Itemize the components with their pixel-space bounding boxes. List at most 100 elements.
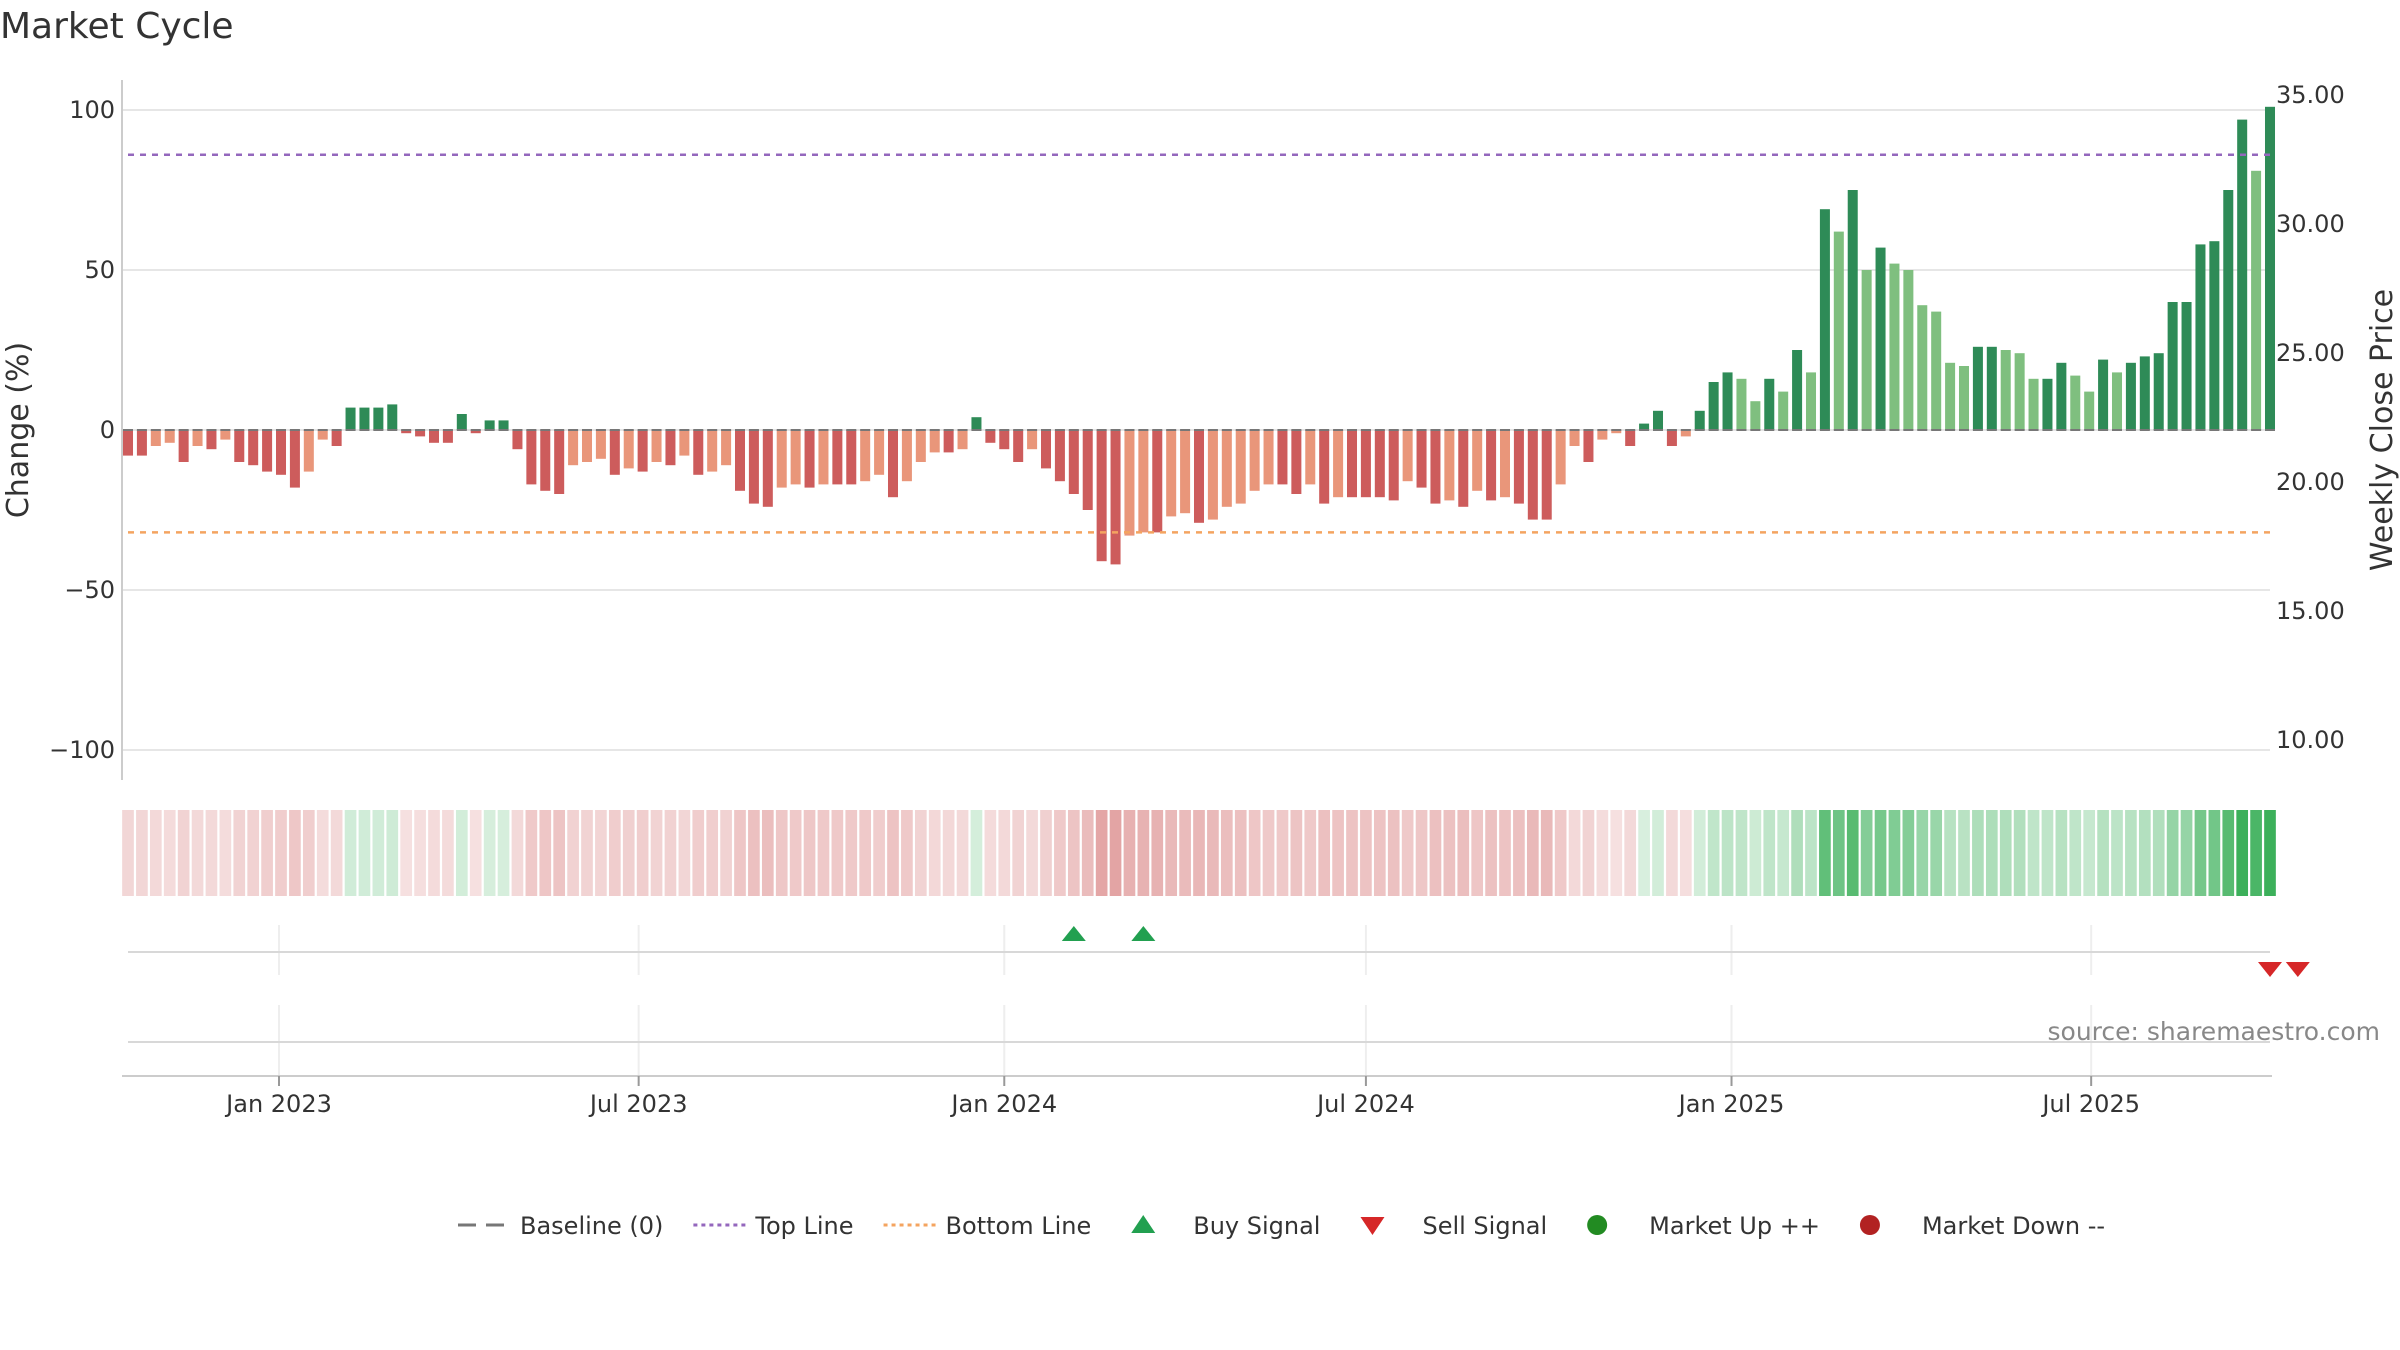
sell-signal-marker [2258, 962, 2282, 977]
sell-signal-marker [2285, 962, 2310, 977]
strip-cell [1944, 810, 1956, 896]
strip-cell [191, 810, 204, 896]
bar [1235, 430, 1246, 504]
bar [164, 430, 175, 443]
bar [1652, 410, 1664, 430]
strip-cell [2208, 810, 2221, 896]
strip-cell [1693, 810, 1706, 896]
bar [846, 430, 857, 485]
bar [915, 430, 926, 462]
strip-cell [1540, 810, 1553, 896]
bar [887, 430, 899, 498]
bar [1708, 382, 1719, 430]
strip-cell [1304, 810, 1317, 896]
bar [860, 430, 871, 482]
strip-cell [1652, 810, 1664, 896]
strip-cell [1902, 810, 1915, 896]
bar [234, 430, 245, 462]
strip-cell [1721, 810, 1734, 896]
y-tick-label: 100 [69, 96, 115, 124]
bar [415, 430, 426, 437]
bar [359, 407, 370, 430]
y2-tick-label: 25.00 [2276, 339, 2345, 367]
bar [762, 430, 773, 507]
y2-tick-label: 20.00 [2276, 468, 2345, 496]
bar [748, 430, 759, 504]
bar [1458, 430, 1469, 507]
bar [554, 430, 565, 494]
bar [2070, 375, 2081, 430]
y2-tick-label: 15.00 [2276, 597, 2345, 625]
strip-cell [887, 810, 899, 896]
strip-cell [595, 810, 607, 896]
strip-cell [1513, 810, 1525, 896]
bar [248, 430, 259, 466]
bar [2139, 356, 2150, 430]
strip-cell [1262, 810, 1275, 896]
bar [2042, 378, 2053, 430]
bar [1583, 430, 1594, 462]
strip-cell [2125, 810, 2137, 896]
bar [1778, 391, 1789, 430]
bar [331, 430, 342, 446]
strip-cell [344, 810, 357, 896]
bar [1305, 430, 1316, 485]
legend-item-bottom: Bottom Line [883, 1212, 1091, 1240]
market-strip [122, 810, 2276, 896]
strip-cell [1832, 810, 1845, 896]
bar [1639, 423, 1650, 430]
strip-cell [2041, 810, 2054, 896]
bar [1680, 430, 1691, 437]
strip-cell [1346, 810, 1358, 896]
chart-title: Market Cycle [0, 6, 234, 47]
bar [1986, 346, 1997, 430]
strip-cell [1791, 810, 1803, 896]
y2-axis-ticks: 35.00 30.00 25.00 20.00 15.00 10.00 [2276, 81, 2345, 754]
bar [1402, 430, 1413, 482]
strip-cell [219, 810, 232, 896]
bar [1903, 270, 1914, 430]
strip-cell [511, 810, 524, 896]
strip-cell [1026, 810, 1038, 896]
bar [206, 430, 217, 450]
strip-cell [901, 810, 913, 896]
strip-cell [483, 810, 496, 896]
strip-cell [233, 810, 246, 896]
strip-cell [1679, 810, 1692, 896]
bar [442, 430, 453, 443]
bar [2084, 391, 2095, 430]
strip-cell [1401, 810, 1414, 896]
strip-cell [706, 810, 719, 896]
bar [1555, 430, 1566, 485]
bar [540, 430, 551, 491]
strip-cell [428, 810, 440, 896]
strip-cell [2097, 810, 2109, 896]
strip-cell [914, 810, 927, 896]
strip-cell [2152, 810, 2165, 896]
bar [373, 407, 384, 430]
strip-cell [1123, 810, 1136, 896]
bar [1625, 430, 1636, 446]
bar [971, 417, 982, 430]
x-tick-label: Jul 2025 [2040, 1090, 2140, 1118]
bar [1736, 378, 1747, 430]
bar [665, 430, 676, 466]
bar [526, 430, 537, 485]
y2-tick-label: 35.00 [2276, 81, 2345, 109]
strip-cell [984, 810, 997, 896]
bar [1249, 430, 1260, 491]
bar [1958, 366, 1970, 430]
strip-cell [581, 810, 593, 896]
bar [818, 430, 829, 485]
strip-cell [928, 810, 941, 896]
bar [1527, 430, 1538, 520]
bar [1875, 247, 1886, 430]
source-label: source: sharemaestro.com [2048, 1017, 2381, 1046]
bar [581, 430, 593, 462]
bar [1750, 401, 1761, 430]
strip-cell [664, 810, 677, 896]
bar [2000, 350, 2011, 430]
strip-cell [469, 810, 482, 896]
bar [2251, 170, 2262, 431]
